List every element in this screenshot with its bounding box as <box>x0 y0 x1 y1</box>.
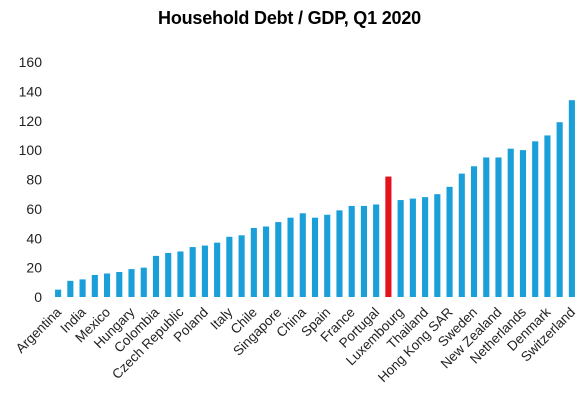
y-tick-label: 40 <box>26 230 42 246</box>
bar <box>348 205 355 297</box>
y-tick-label: 120 <box>19 113 43 129</box>
bar-highlighted <box>385 176 392 297</box>
bar <box>128 269 135 297</box>
bar <box>275 222 282 297</box>
bar <box>507 148 514 297</box>
bar <box>409 198 416 297</box>
bar <box>140 267 147 298</box>
bar <box>458 173 465 298</box>
y-tick-label: 140 <box>19 83 43 99</box>
bar <box>79 279 86 298</box>
bar <box>91 274 98 297</box>
bar <box>250 227 257 297</box>
bar <box>532 141 539 297</box>
bar <box>177 251 184 297</box>
y-tick-label: 0 <box>34 289 42 305</box>
bar <box>483 157 490 297</box>
bar <box>336 210 343 297</box>
bar <box>360 205 367 297</box>
bar <box>470 166 478 297</box>
bar <box>422 197 429 298</box>
bar <box>116 272 123 297</box>
bar <box>226 236 233 297</box>
bar <box>495 157 502 297</box>
bar <box>446 186 453 297</box>
bar <box>544 135 551 297</box>
bar <box>397 200 404 297</box>
bar <box>103 273 111 297</box>
x-tick-label: Argentina <box>13 304 65 356</box>
bar <box>324 214 331 297</box>
bar <box>299 213 306 297</box>
y-tick-label: 80 <box>26 172 42 188</box>
bar <box>373 204 380 297</box>
bar <box>152 255 160 298</box>
bar <box>165 252 172 297</box>
bar <box>434 194 441 297</box>
y-tick-label: 160 <box>19 54 43 70</box>
bar <box>201 245 208 297</box>
chart-title: Household Debt / GDP, Q1 2020 <box>158 8 421 28</box>
bar <box>287 217 294 297</box>
y-axis: 0 20 40 60 80 100 120 140 160 <box>19 54 43 305</box>
bar <box>263 226 270 297</box>
x-axis: ArgentinaIndiaMexicoHungaryColombiaCzech… <box>13 304 578 385</box>
bar <box>311 217 319 297</box>
bar <box>189 247 196 297</box>
bar <box>214 242 221 297</box>
bar <box>67 280 74 297</box>
bar <box>556 122 563 297</box>
y-tick-label: 60 <box>26 201 42 217</box>
y-tick-label: 20 <box>26 260 42 276</box>
bar <box>519 150 527 298</box>
bars <box>55 100 575 298</box>
y-tick-label: 100 <box>19 142 43 158</box>
bar <box>568 100 575 297</box>
bar <box>238 235 245 297</box>
bar <box>55 289 62 297</box>
